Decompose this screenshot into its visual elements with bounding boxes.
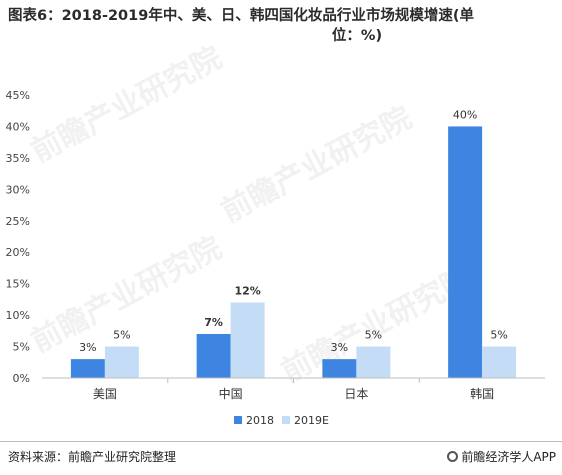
bar-2019E — [104, 346, 139, 378]
y-tick-label: 5% — [13, 341, 30, 354]
data-label: 5% — [113, 329, 130, 342]
data-label: 5% — [365, 329, 382, 342]
y-tick-label: 15% — [6, 278, 30, 291]
data-label: 40% — [453, 108, 477, 121]
bar-2018 — [70, 359, 105, 378]
legend-swatch-2018 — [234, 416, 242, 424]
y-tick-label: 0% — [13, 372, 30, 385]
chart-title-line1: 图表6：2018-2019年中、美、日、韩四国化妆品行业市场规模增速(单 — [8, 8, 474, 24]
bar-2019E — [356, 346, 391, 378]
y-tick-label: 25% — [6, 215, 30, 228]
data-label: 3% — [331, 341, 348, 354]
x-axis: 美国 中国 日本 韩国 — [42, 377, 545, 401]
y-tick-label: 10% — [6, 309, 30, 322]
bar-2018 — [448, 126, 483, 378]
brand-credit: 前瞻经济学人APP — [447, 448, 556, 465]
brand-logo-icon — [447, 451, 459, 462]
x-tick-label: 中国 — [219, 386, 243, 401]
data-label: 3% — [79, 341, 96, 354]
legend-label: 2019E — [294, 414, 329, 427]
footer-divider — [0, 441, 562, 442]
y-tick-label: 20% — [6, 246, 30, 259]
chart-title: 图表6：2018-2019年中、美、日、韩四国化妆品行业市场规模增速(单 位：%… — [8, 6, 556, 46]
data-label: 5% — [490, 329, 507, 342]
data-label: 7% — [204, 316, 223, 329]
y-tick-label: 45% — [6, 89, 30, 102]
y-tick-label: 35% — [6, 152, 30, 165]
y-tick-label: 30% — [6, 183, 30, 196]
legend-swatch-2019E — [282, 416, 290, 424]
bar-2018 — [322, 359, 357, 378]
data-labels: 3% 5% 7% 12% 3% 5% 40% 5% — [79, 108, 508, 354]
chart-title-line2: 位：%) — [331, 28, 383, 44]
x-tick-label: 美国 — [93, 387, 117, 401]
bar-2019E — [482, 346, 517, 378]
legend-label: 2018 — [246, 414, 274, 427]
brand-name: 前瞻经济学人APP — [461, 450, 556, 464]
data-label: 12% — [234, 285, 260, 298]
x-tick-label: 日本 — [344, 387, 368, 401]
bar-2018 — [196, 333, 231, 378]
x-tick-label: 韩国 — [470, 386, 494, 401]
y-axis: 0% 5% 10% 15% 20% 25% 30% 35% 40% 45% — [6, 89, 30, 385]
legend: 2018 2019E — [234, 414, 329, 427]
bars — [70, 126, 517, 378]
bar-2019E — [230, 302, 265, 378]
bar-chart: 0%5%10%15%20%25%30%35%40%45% 3%5%7%12%3%… — [6, 89, 545, 427]
source-note: 资料来源：前瞻产业研究院整理 — [8, 450, 177, 464]
y-tick-label: 40% — [6, 120, 30, 133]
footer: 资料来源：前瞻产业研究院整理 前瞻经济学人APP — [0, 448, 562, 468]
